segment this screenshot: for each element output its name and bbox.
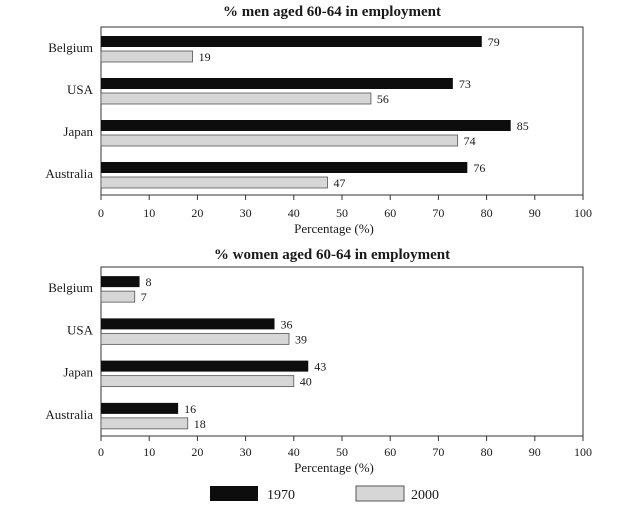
women-x-tick-label: 20 bbox=[191, 445, 203, 459]
women-x-tick-label: 40 bbox=[288, 445, 300, 459]
women-value-label-belgium-2000: 7 bbox=[141, 290, 147, 304]
women-x-tick-label: 80 bbox=[481, 445, 493, 459]
men-bar-belgium-1970 bbox=[101, 36, 482, 47]
women-category-label-belgium: Belgium bbox=[48, 280, 93, 295]
men-value-label-usa-2000: 56 bbox=[377, 92, 389, 106]
women-x-tick-label: 100 bbox=[574, 445, 592, 459]
men-value-label-usa-1970: 73 bbox=[459, 77, 471, 91]
men-value-label-belgium-1970: 79 bbox=[488, 35, 500, 49]
women-x-axis-label: Percentage (%) bbox=[294, 460, 374, 475]
women-value-label-australia-2000: 18 bbox=[194, 417, 206, 431]
men-x-tick-label: 80 bbox=[481, 206, 493, 220]
men-value-label-australia-1970: 76 bbox=[473, 161, 485, 175]
men-x-tick-label: 20 bbox=[191, 206, 203, 220]
men-category-label-usa: USA bbox=[67, 82, 94, 97]
men-x-tick-label: 90 bbox=[529, 206, 541, 220]
women-bar-australia-1970 bbox=[101, 402, 179, 414]
women-bar-belgium-1970 bbox=[101, 276, 140, 288]
men-value-label-japan-1970: 85 bbox=[517, 119, 529, 133]
women-bar-australia-2000 bbox=[100, 417, 189, 430]
men-bar-usa-2000 bbox=[100, 92, 372, 105]
men-bar-japan-1970 bbox=[101, 120, 511, 131]
women-x-tick-label: 70 bbox=[432, 445, 444, 459]
women-category-label-japan: Japan bbox=[63, 365, 93, 380]
men-category-label-australia: Australia bbox=[45, 166, 93, 181]
women-value-label-japan-2000: 40 bbox=[300, 375, 312, 389]
women-value-label-belgium-1970: 8 bbox=[146, 275, 152, 289]
women-x-tick-label: 30 bbox=[240, 445, 252, 459]
men-x-tick-label: 0 bbox=[98, 206, 104, 220]
men-x-tick-label: 60 bbox=[384, 206, 396, 220]
men-bar-usa-1970 bbox=[101, 78, 453, 89]
men-x-tick-label: 30 bbox=[240, 206, 252, 220]
women-value-label-australia-1970: 16 bbox=[184, 402, 196, 416]
legend-label-2000: 2000 bbox=[411, 488, 439, 503]
women-x-tick-label: 90 bbox=[529, 445, 541, 459]
women-bar-usa-1970 bbox=[101, 318, 275, 330]
women-category-label-australia: Australia bbox=[45, 407, 93, 422]
women-x-tick-label: 10 bbox=[143, 445, 155, 459]
women-value-label-usa-2000: 39 bbox=[295, 332, 307, 346]
women-category-label-usa: USA bbox=[67, 322, 94, 337]
men-category-label-belgium: Belgium bbox=[48, 40, 93, 55]
men-bar-belgium-2000 bbox=[100, 50, 193, 63]
women-x-tick-label: 60 bbox=[384, 445, 396, 459]
men-chart-title: % men aged 60-64 in employment bbox=[223, 4, 441, 20]
women-chart-title: % women aged 60-64 in employment bbox=[214, 247, 450, 263]
men-chart-panel: % men aged 60-64 in employment 0 10 20 30 40 5… bbox=[45, 4, 592, 236]
men-bar-australia-2000 bbox=[100, 176, 328, 189]
women-x-tick-label: 0 bbox=[98, 445, 104, 459]
women-bar-japan-1970 bbox=[101, 360, 309, 372]
women-x-tick-label: 50 bbox=[336, 445, 348, 459]
men-x-tick-label: 40 bbox=[288, 206, 300, 220]
women-bar-belgium-2000 bbox=[100, 290, 136, 303]
men-x-tick-label: 10 bbox=[143, 206, 155, 220]
men-value-label-australia-2000: 47 bbox=[334, 176, 346, 190]
men-value-label-belgium-2000: 19 bbox=[199, 50, 211, 64]
legend: 1970 2000 bbox=[210, 485, 439, 503]
men-bar-australia-1970 bbox=[101, 162, 468, 173]
men-category-label-japan: Japan bbox=[63, 124, 93, 139]
men-bar-japan-2000 bbox=[100, 134, 459, 147]
legend-swatch-1970 bbox=[210, 486, 258, 501]
men-x-tick-label: 70 bbox=[432, 206, 444, 220]
women-bar-usa-2000 bbox=[100, 332, 290, 345]
legend-swatch-2000 bbox=[355, 485, 405, 502]
men-x-tick-label: 100 bbox=[574, 206, 592, 220]
women-bar-japan-2000 bbox=[100, 375, 295, 388]
women-chart-panel: % women aged 60-64 in employment 0 10 20 30 4… bbox=[45, 247, 592, 475]
men-value-label-japan-2000: 74 bbox=[464, 134, 476, 148]
legend-label-1970: 1970 bbox=[267, 488, 295, 503]
women-value-label-japan-1970: 43 bbox=[314, 360, 326, 374]
men-x-axis-label: Percentage (%) bbox=[294, 221, 374, 236]
women-value-label-usa-1970: 36 bbox=[281, 317, 293, 331]
men-x-tick-label: 50 bbox=[336, 206, 348, 220]
